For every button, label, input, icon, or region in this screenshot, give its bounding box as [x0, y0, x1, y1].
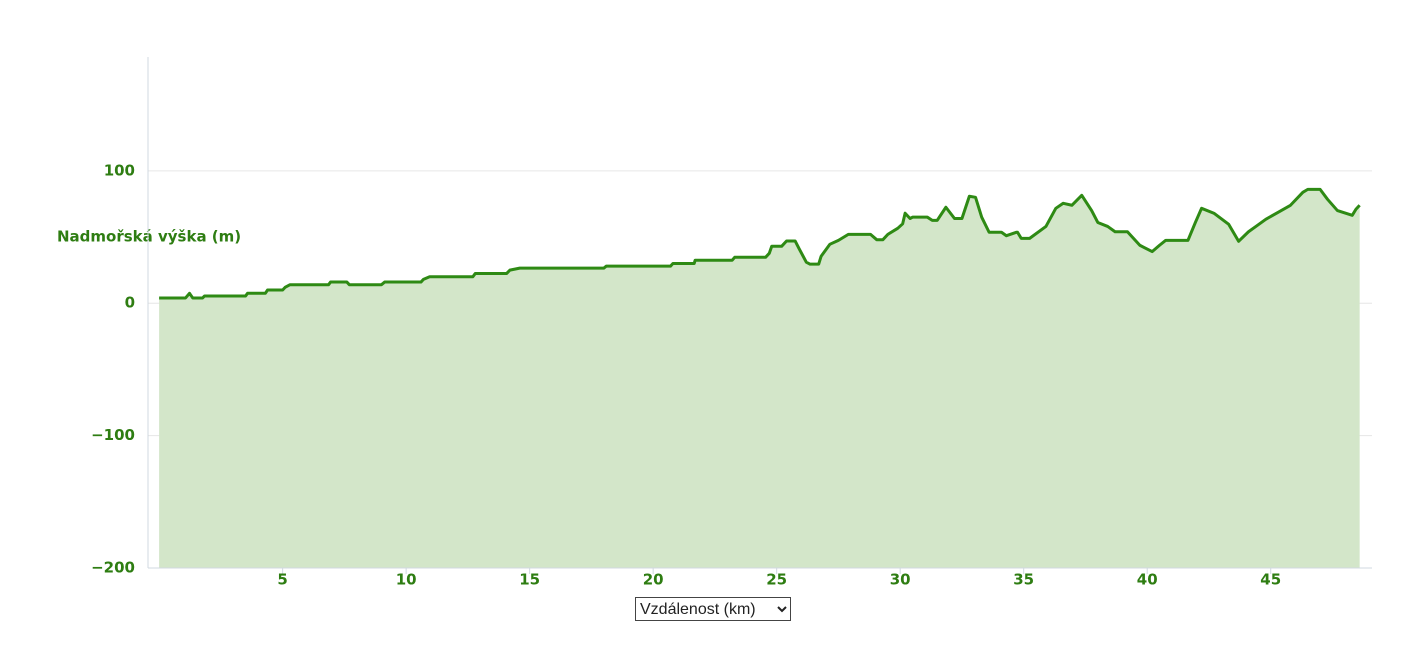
- x-tick-label: 45: [1260, 571, 1281, 589]
- y-tick-label: −100: [91, 426, 135, 444]
- y-tick-label: −200: [91, 559, 135, 577]
- y-axis-label: Nadmořská výška (m): [57, 228, 241, 246]
- x-tick-label: 25: [766, 571, 787, 589]
- x-tick-label: 35: [1013, 571, 1034, 589]
- x-tick-label: 30: [890, 571, 911, 589]
- x-tick-label: 20: [643, 571, 664, 589]
- y-tick-label: 100: [104, 161, 135, 179]
- x-tick-label: 10: [396, 571, 417, 589]
- x-tick-label: 15: [519, 571, 540, 589]
- y-tick-label: 0: [125, 294, 135, 312]
- area: [159, 189, 1360, 568]
- line: [159, 187, 1361, 300]
- x-tick-label: 40: [1137, 571, 1158, 589]
- x-tick-label: 5: [277, 571, 287, 589]
- x-axis-select[interactable]: Vzdálenost (km): [635, 597, 791, 621]
